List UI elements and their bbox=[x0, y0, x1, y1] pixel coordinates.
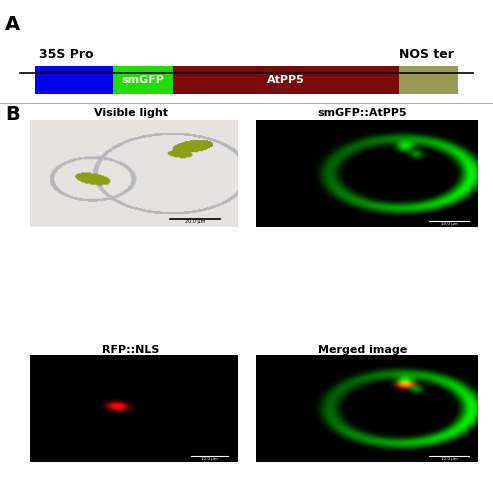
Text: B: B bbox=[5, 105, 20, 124]
Text: AtPP5: AtPP5 bbox=[267, 75, 305, 85]
Text: A: A bbox=[5, 15, 20, 34]
Text: smGFP::AtPP5: smGFP::AtPP5 bbox=[317, 108, 407, 118]
Text: RFP::NLS: RFP::NLS bbox=[102, 345, 159, 355]
Bar bbox=[113, 66, 173, 94]
Text: 35S Pro: 35S Pro bbox=[39, 48, 94, 61]
Text: Visible light: Visible light bbox=[94, 108, 168, 118]
Bar bbox=[399, 66, 458, 94]
Text: Merged image: Merged image bbox=[317, 345, 407, 355]
Text: smGFP: smGFP bbox=[122, 75, 164, 85]
Text: 10.0 µm: 10.0 µm bbox=[201, 458, 218, 462]
Bar bbox=[35, 66, 113, 94]
Text: 20.0 µm: 20.0 µm bbox=[185, 219, 206, 224]
Bar bbox=[173, 66, 399, 94]
Text: 10.0 µm: 10.0 µm bbox=[441, 458, 458, 462]
Text: NOS ter: NOS ter bbox=[399, 48, 454, 61]
Text: 10.0 µm: 10.0 µm bbox=[441, 222, 458, 226]
